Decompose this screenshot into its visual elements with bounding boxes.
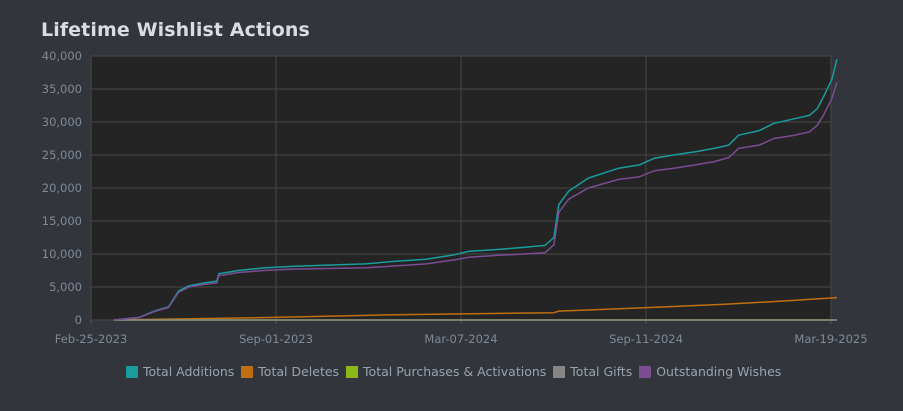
series-line-total-deletes xyxy=(113,296,837,321)
y-tick-label: 5,000 xyxy=(49,280,82,294)
legend-swatch xyxy=(241,365,254,378)
x-axis-ticks: Feb-25-2023 Sep-01-2023 Mar-07-2024 Sep-11-… xyxy=(55,332,868,346)
legend-item-total-additions[interactable]: Total Additions xyxy=(126,364,234,379)
legend-swatch xyxy=(126,365,138,378)
y-tick-label: 30,000 xyxy=(42,115,82,129)
y-tick-label: 35,000 xyxy=(42,82,82,96)
y-tick-label: 10,000 xyxy=(42,247,82,261)
wishlist-chart: 0 5,000 10,000 15,000 20,000 25,000 30,000 35,0… xyxy=(42,49,868,346)
series-lines xyxy=(113,59,838,321)
legend-swatch xyxy=(553,365,566,378)
legend-label: Total Purchases & Activations xyxy=(363,364,547,379)
legend-item-total-deletes[interactable]: Total Deletes xyxy=(241,364,339,379)
y-tick-label: 0 xyxy=(75,313,82,327)
legend-label: Outstanding Wishes xyxy=(656,364,782,379)
x-tick-label: Feb-25-2023 xyxy=(55,332,128,346)
legend-item-total-purchases-activations[interactable]: Total Purchases & Activations xyxy=(346,364,546,379)
x-tick-label: Mar-19-2025 xyxy=(794,332,867,346)
y-tick-label: 20,000 xyxy=(42,181,82,195)
y-tick-label: 40,000 xyxy=(42,49,82,63)
y-tick-label: 25,000 xyxy=(42,148,82,162)
legend-label: Total Deletes xyxy=(258,364,340,379)
y-axis-ticks: 0 5,000 10,000 15,000 20,000 25,000 30,000 35,0… xyxy=(42,49,82,327)
legend-swatch xyxy=(639,365,652,378)
chart-title: Lifetime Wishlist Actions xyxy=(41,19,310,41)
legend-item-total-gifts[interactable]: Total Gifts xyxy=(553,364,632,379)
legend-label: Total Gifts xyxy=(570,364,633,379)
legend-swatch xyxy=(346,365,359,378)
y-tick-label: 15,000 xyxy=(42,214,82,228)
series-line-outstanding-wishes xyxy=(113,82,838,321)
legend-label: Total Additions xyxy=(143,364,235,379)
grid xyxy=(90,55,832,324)
x-tick-label: Mar-07-2024 xyxy=(424,332,497,346)
x-tick-label: Sep-01-2023 xyxy=(239,332,313,346)
series-line-total-additions xyxy=(113,59,838,321)
legend: Total Additions Total Deletes Total Purcha… xyxy=(126,364,788,379)
x-tick-label: Sep-11-2024 xyxy=(609,332,683,346)
legend-item-outstanding-wishes[interactable]: Outstanding Wishes xyxy=(639,364,781,379)
